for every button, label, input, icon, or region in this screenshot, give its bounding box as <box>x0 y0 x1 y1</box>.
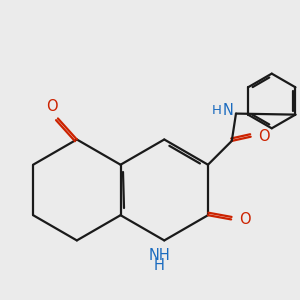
Text: N: N <box>223 103 234 118</box>
Text: O: O <box>46 99 57 114</box>
Text: H: H <box>154 258 165 273</box>
Text: O: O <box>258 129 270 144</box>
Text: O: O <box>239 212 250 227</box>
Text: NH: NH <box>148 248 170 263</box>
Text: H: H <box>212 104 221 117</box>
